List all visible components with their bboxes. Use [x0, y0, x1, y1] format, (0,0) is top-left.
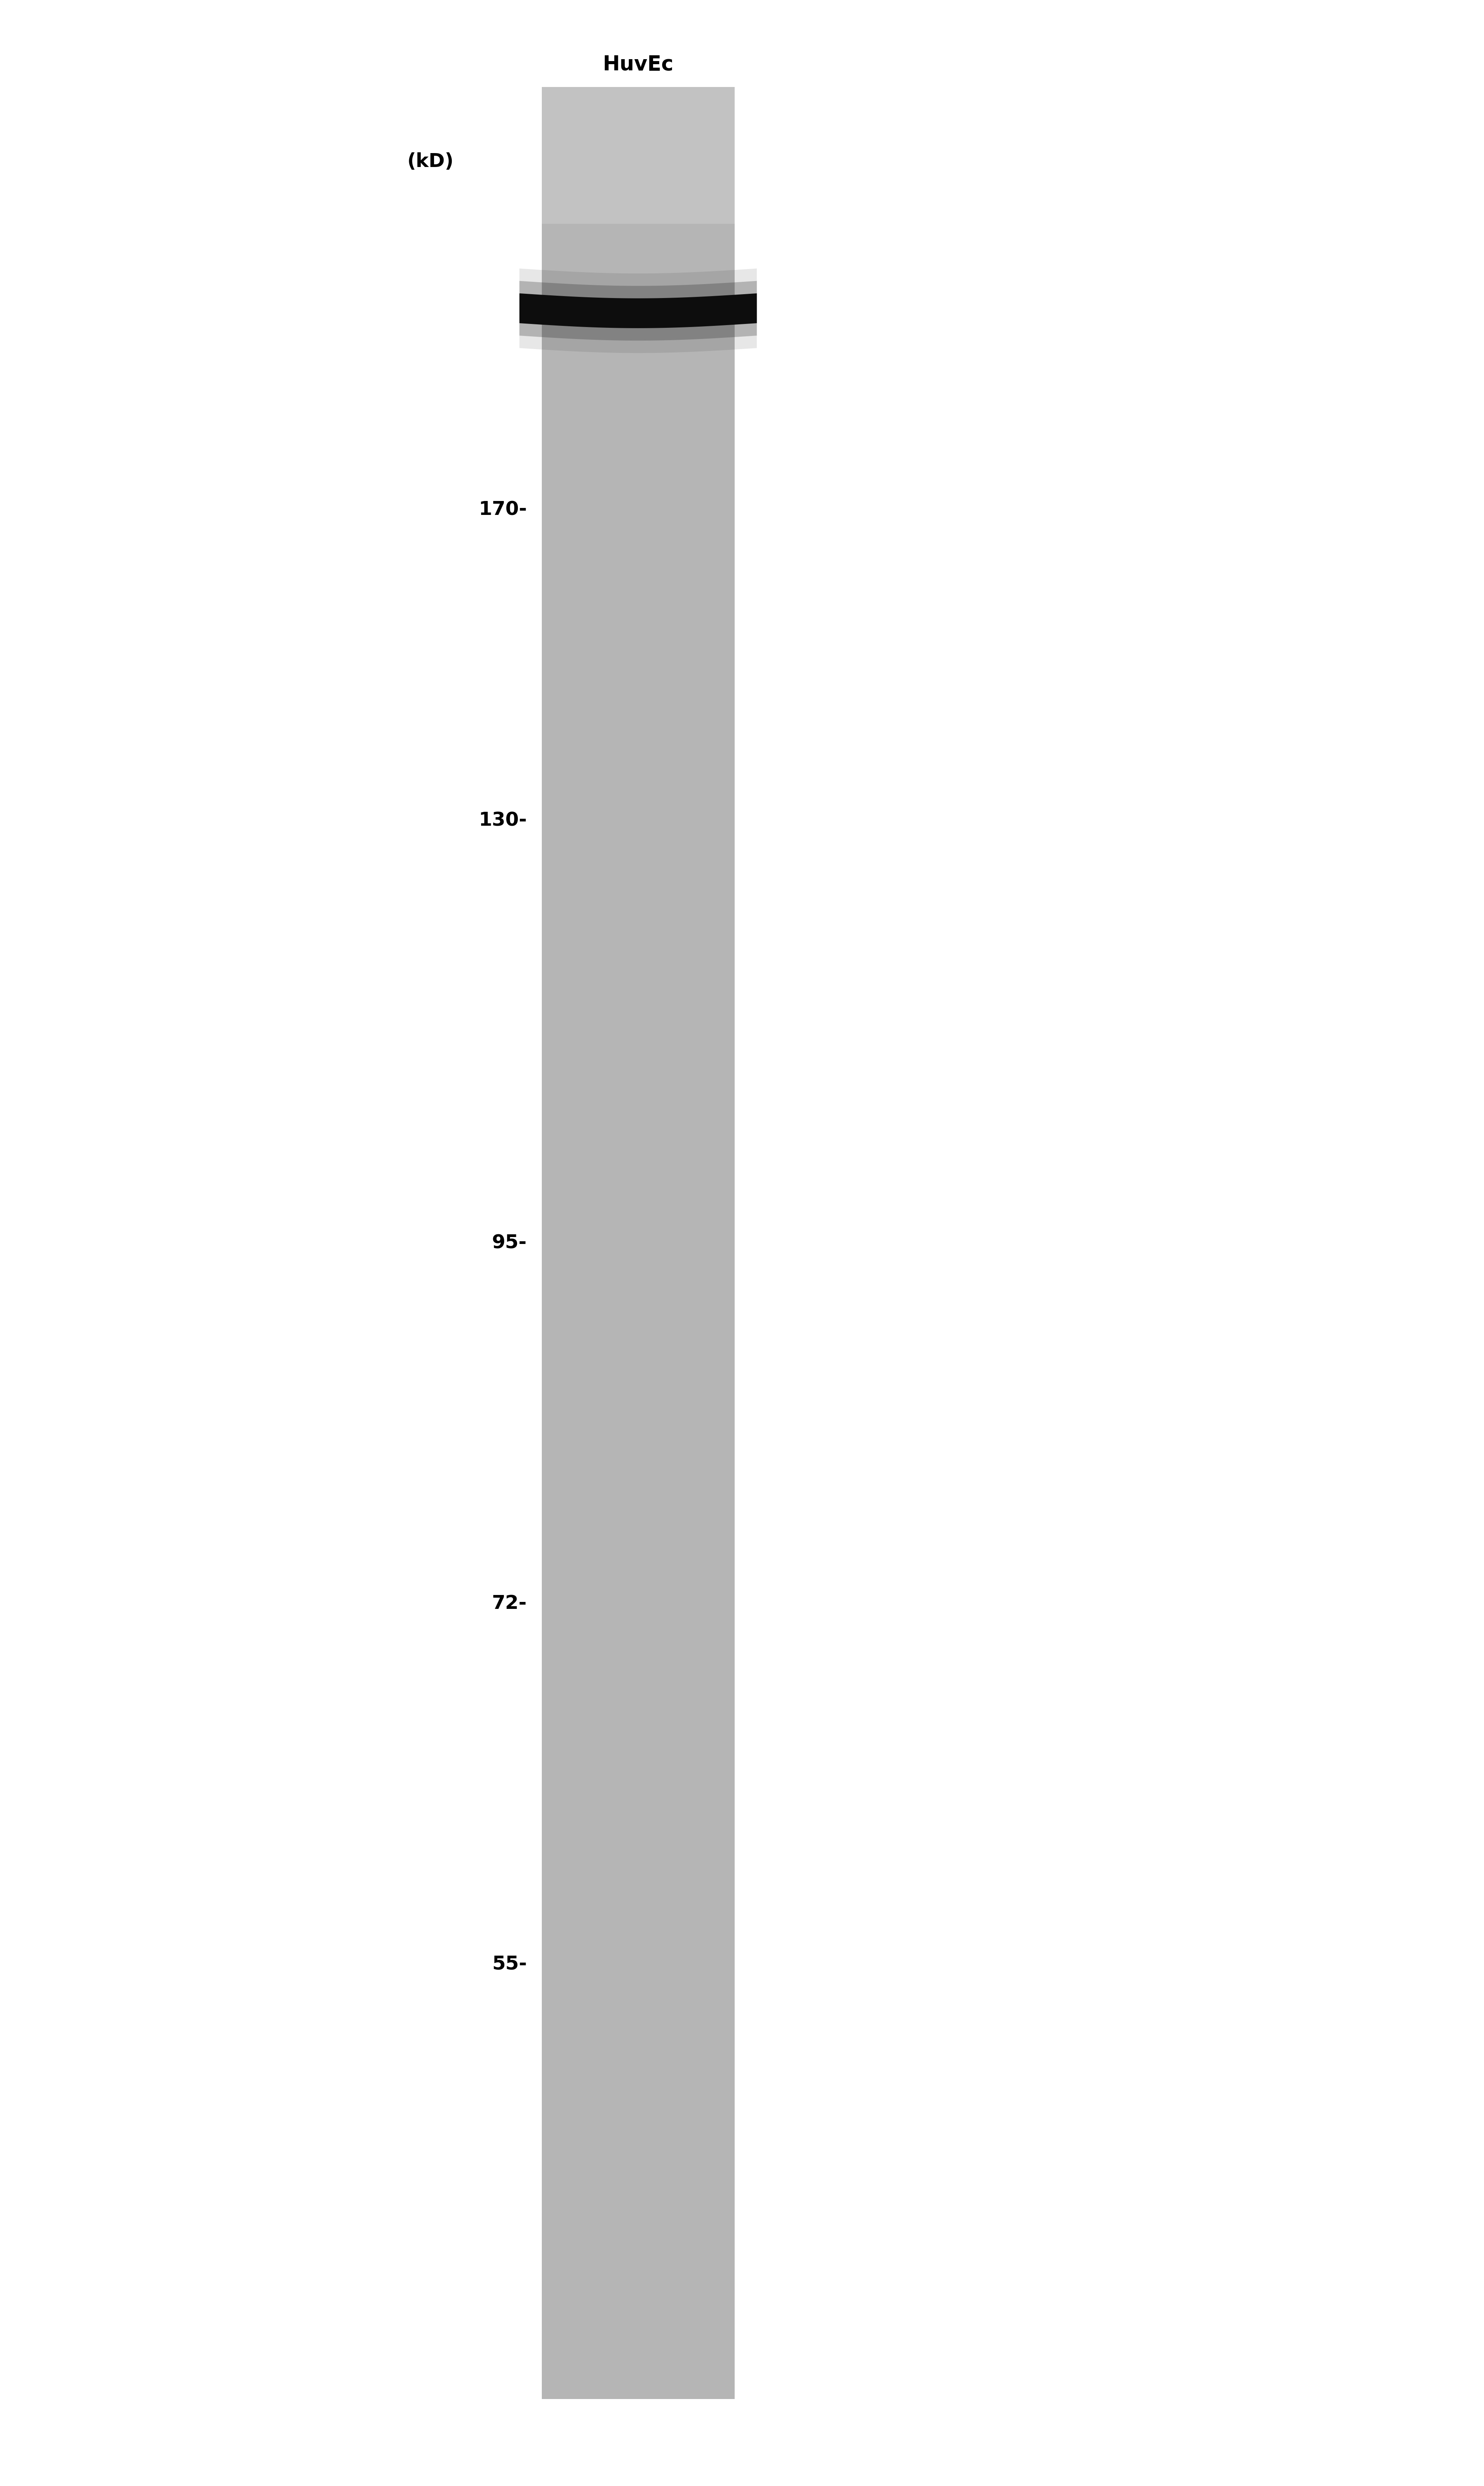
Bar — [542, 87, 735, 2399]
Text: 130-: 130- — [478, 810, 527, 830]
Bar — [542, 87, 735, 224]
Polygon shape — [519, 281, 757, 341]
Text: 95-: 95- — [491, 1233, 527, 1253]
Text: 55-: 55- — [491, 1954, 527, 1974]
Text: (kD): (kD) — [407, 152, 454, 172]
Text: 170-: 170- — [478, 500, 527, 520]
Text: HuvEc: HuvEc — [603, 55, 674, 75]
Polygon shape — [519, 293, 757, 328]
Text: 72-: 72- — [491, 1594, 527, 1613]
Polygon shape — [519, 268, 757, 353]
